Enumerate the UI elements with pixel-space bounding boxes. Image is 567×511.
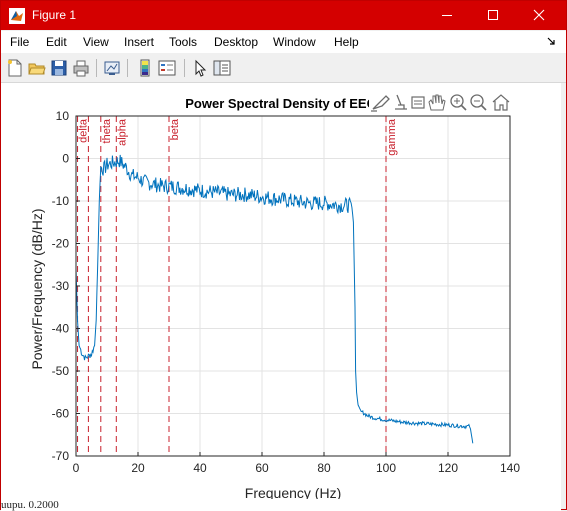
psd-series-line xyxy=(75,154,474,444)
x-tick-label: 60 xyxy=(255,461,269,475)
y-tick-label: -30 xyxy=(52,279,70,293)
menu-file[interactable]: File xyxy=(10,35,30,49)
y-tick-label: 0 xyxy=(62,152,69,166)
y-tick-label: -60 xyxy=(52,407,70,421)
chart-title: Power Spectral Density of EEG xyxy=(185,96,376,111)
y-axis-label: Power/Frequency (dB/Hz) xyxy=(29,208,45,369)
menu-help[interactable]: Help xyxy=(334,35,359,49)
x-tick-label: 20 xyxy=(131,461,145,475)
window-title: Figure 1 xyxy=(32,8,77,22)
figure-toolbar xyxy=(1,54,566,83)
maximize-icon xyxy=(488,10,498,20)
zoom-in-icon[interactable] xyxy=(450,94,467,111)
command-window-fragment: uupu. 0.2000 xyxy=(1,499,561,511)
rotate-icon[interactable] xyxy=(411,96,425,109)
band-label: alpha xyxy=(116,118,128,146)
property-inspector-icon[interactable] xyxy=(213,59,231,77)
open-file-icon[interactable] xyxy=(28,59,46,77)
menu-edit[interactable]: Edit xyxy=(46,35,67,49)
axes-toolbar xyxy=(369,92,515,114)
menu-insert[interactable]: Insert xyxy=(124,35,155,49)
menu-window[interactable]: Window xyxy=(273,35,316,49)
y-tick-label: 10 xyxy=(56,109,70,123)
y-tick-label: -50 xyxy=(52,364,70,378)
insert-colorbar-icon[interactable] xyxy=(136,59,154,77)
figure-canvas: delta theta alpha beta gamma 0 20 40 60 80 100 120… xyxy=(1,83,561,503)
close-button[interactable] xyxy=(516,1,562,30)
zoom-out-icon[interactable] xyxy=(470,94,487,111)
x-tick-label: 120 xyxy=(438,461,458,475)
minimize-button[interactable] xyxy=(424,1,470,30)
data-tips-icon[interactable] xyxy=(395,94,407,110)
x-axis-label: Frequency (Hz) xyxy=(245,485,341,501)
x-tick-label: 40 xyxy=(193,461,207,475)
toolbar-separator xyxy=(127,59,128,77)
grid-lines xyxy=(75,115,511,457)
psd-plot: delta theta alpha beta gamma 0 20 40 60 80 100 120… xyxy=(29,92,521,501)
new-figure-icon[interactable] xyxy=(6,59,24,77)
matlab-app-icon xyxy=(9,8,25,24)
title-bar[interactable]: Figure 1 xyxy=(1,1,566,30)
x-tick-label: 100 xyxy=(376,461,396,475)
band-label: delta xyxy=(78,118,90,143)
save-icon[interactable] xyxy=(50,59,68,77)
home-icon[interactable] xyxy=(492,94,510,111)
tick-labels: 0 20 40 60 80 100 120 140100-10-20-30-40-50-60-… xyxy=(52,109,521,475)
band-label: theta xyxy=(101,118,113,143)
menu-view[interactable]: View xyxy=(83,35,109,49)
print-icon[interactable] xyxy=(72,59,90,77)
x-tick-label: 140 xyxy=(500,461,520,475)
y-tick-label: -70 xyxy=(52,449,70,463)
x-tick-label: 80 xyxy=(317,461,331,475)
maximize-button[interactable] xyxy=(470,1,516,30)
minimize-icon xyxy=(442,15,452,16)
edit-plot-arrow-icon[interactable] xyxy=(191,59,209,77)
pan-icon[interactable] xyxy=(428,94,446,111)
y-tick-label: -20 xyxy=(52,237,70,251)
dock-arrow-icon[interactable] xyxy=(546,36,556,46)
toolbar-separator xyxy=(96,59,97,77)
insert-legend-icon[interactable] xyxy=(158,59,176,77)
x-tick-label: 0 xyxy=(73,461,80,475)
band-label: beta xyxy=(169,118,181,140)
toolbar-separator xyxy=(184,59,185,77)
y-tick-label: -40 xyxy=(52,322,70,336)
band-label: gamma xyxy=(386,118,398,156)
menu-desktop[interactable]: Desktop xyxy=(214,35,259,49)
series-group xyxy=(75,154,474,444)
menu-bar: File Edit View Insert Tools Desktop Wind… xyxy=(1,31,566,53)
menu-tools[interactable]: Tools xyxy=(169,35,198,49)
close-icon xyxy=(533,9,545,21)
y-tick-label: -10 xyxy=(52,194,70,208)
brush-icon[interactable] xyxy=(371,95,390,112)
link-plot-icon[interactable] xyxy=(103,59,121,77)
